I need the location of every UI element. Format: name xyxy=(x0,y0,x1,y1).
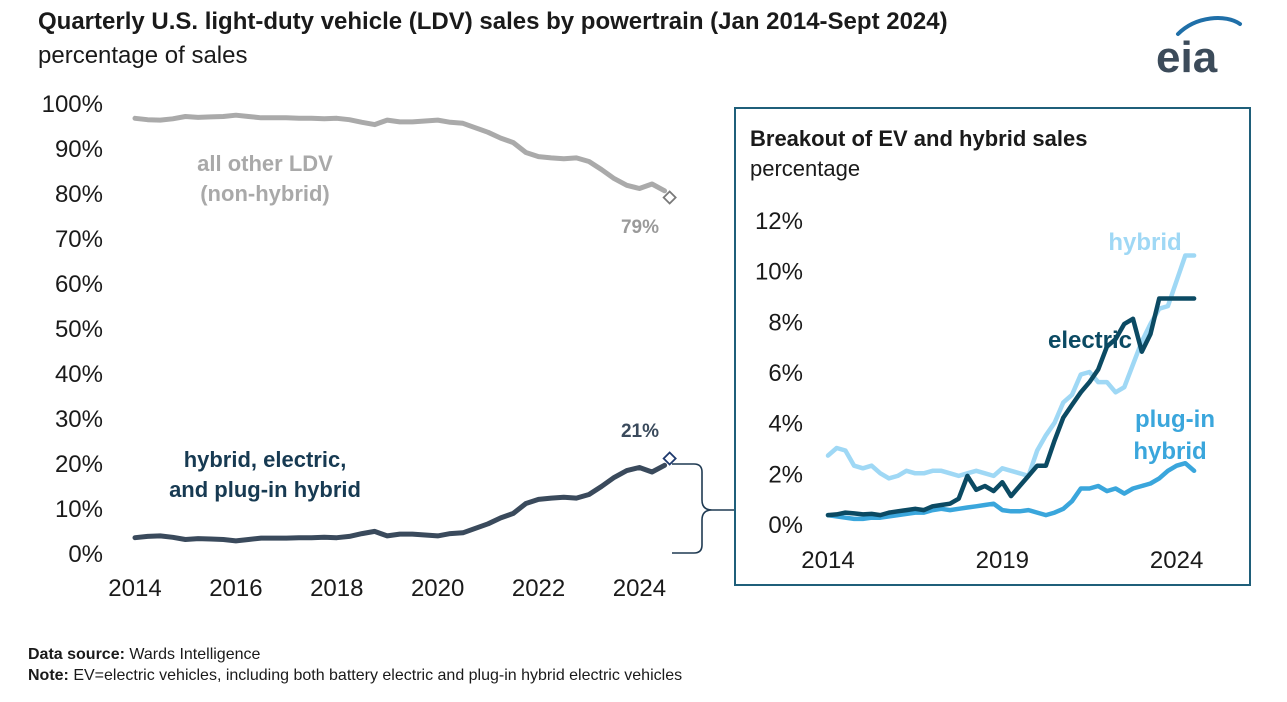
end-label-other: 79% xyxy=(621,217,659,238)
inset-y-tick-label: 4% xyxy=(768,411,803,438)
inset-subtitle: percentage xyxy=(750,156,860,181)
inset-x-tick-label: 2024 xyxy=(1150,547,1203,574)
note-text: EV=electric vehicles, including both bat… xyxy=(68,667,683,684)
series-line xyxy=(132,462,668,544)
chart-title: Quarterly U.S. light-duty vehicle (LDV) … xyxy=(38,8,948,35)
inset-x-tick-label: 2014 xyxy=(801,547,854,574)
chart-subtitle: percentage of sales xyxy=(38,42,248,69)
end-marker xyxy=(662,451,677,466)
inset-x-tick-label: 2019 xyxy=(976,547,1029,574)
y-tick-label: 80% xyxy=(55,181,103,208)
x-tick-label: 2018 xyxy=(310,575,363,602)
end-marker xyxy=(662,190,677,205)
note-label: Note: xyxy=(28,667,69,684)
y-tick-label: 90% xyxy=(55,136,103,163)
x-tick-label: 2020 xyxy=(411,575,464,602)
y-tick-label: 0% xyxy=(68,541,103,568)
y-tick-label: 100% xyxy=(42,91,103,118)
inset-y-tick-label: 12% xyxy=(755,208,803,235)
data-source-label: Data source: xyxy=(28,646,125,663)
end-label-hev: 21% xyxy=(621,421,659,442)
series-label-hev-line2: and plug-in hybrid xyxy=(169,477,361,502)
x-tick-label: 2024 xyxy=(613,575,666,602)
x-tick-label: 2022 xyxy=(512,575,565,602)
data-source-text: Wards Intelligence xyxy=(124,646,261,663)
inset-title: Breakout of EV and hybrid sales xyxy=(750,126,1087,151)
footer: Data source: Wards Intelligence Note: EV… xyxy=(28,644,682,686)
note-line: Note: EV=electric vehicles, including bo… xyxy=(28,665,682,686)
main-chart: 0% 10% 20% 30% 40% 50% 60% 70% 80% 90% 100% 2014 201… xyxy=(42,91,735,602)
inset-label-plugin-line2: hybrid xyxy=(1133,438,1206,465)
y-tick-label: 60% xyxy=(55,271,103,298)
y-tick-label: 20% xyxy=(55,451,103,478)
inset-series-line xyxy=(825,253,1197,481)
logo-swoosh xyxy=(1176,16,1242,36)
y-tick-label: 40% xyxy=(55,361,103,388)
y-tick-label: 10% xyxy=(55,496,103,523)
inset-label-hybrid: hybrid xyxy=(1108,229,1181,256)
inset-chart: Breakout of EV and hybrid sales percentag… xyxy=(734,107,1251,586)
inset-label-electric: electric xyxy=(1048,327,1132,354)
x-tick-label: 2016 xyxy=(209,575,262,602)
inset-y-tick-label: 2% xyxy=(768,461,803,488)
series-label-other: all other LDV xyxy=(197,151,333,176)
inset-series-line xyxy=(825,460,1197,522)
series-label-other-line2: (non-hybrid) xyxy=(200,181,330,206)
series-label-hev: hybrid, electric, xyxy=(184,447,347,472)
inset-label-plugin: plug-in xyxy=(1135,406,1215,433)
series-line xyxy=(132,112,668,194)
inset-y-tick-label: 10% xyxy=(755,259,803,286)
eia-logo: eia xyxy=(1156,16,1242,80)
inset-y-tick-label: 0% xyxy=(768,512,803,539)
x-tick-label: 2014 xyxy=(108,575,161,602)
inset-series-line xyxy=(825,296,1197,518)
y-tick-label: 30% xyxy=(55,406,103,433)
inset-y-tick-label: 8% xyxy=(768,309,803,336)
data-source-line: Data source: Wards Intelligence xyxy=(28,644,682,665)
inset-y-tick-label: 6% xyxy=(768,360,803,387)
logo-text: eia xyxy=(1156,33,1218,80)
y-tick-label: 70% xyxy=(55,226,103,253)
y-tick-label: 50% xyxy=(55,316,103,343)
bracket-connector xyxy=(672,463,735,554)
